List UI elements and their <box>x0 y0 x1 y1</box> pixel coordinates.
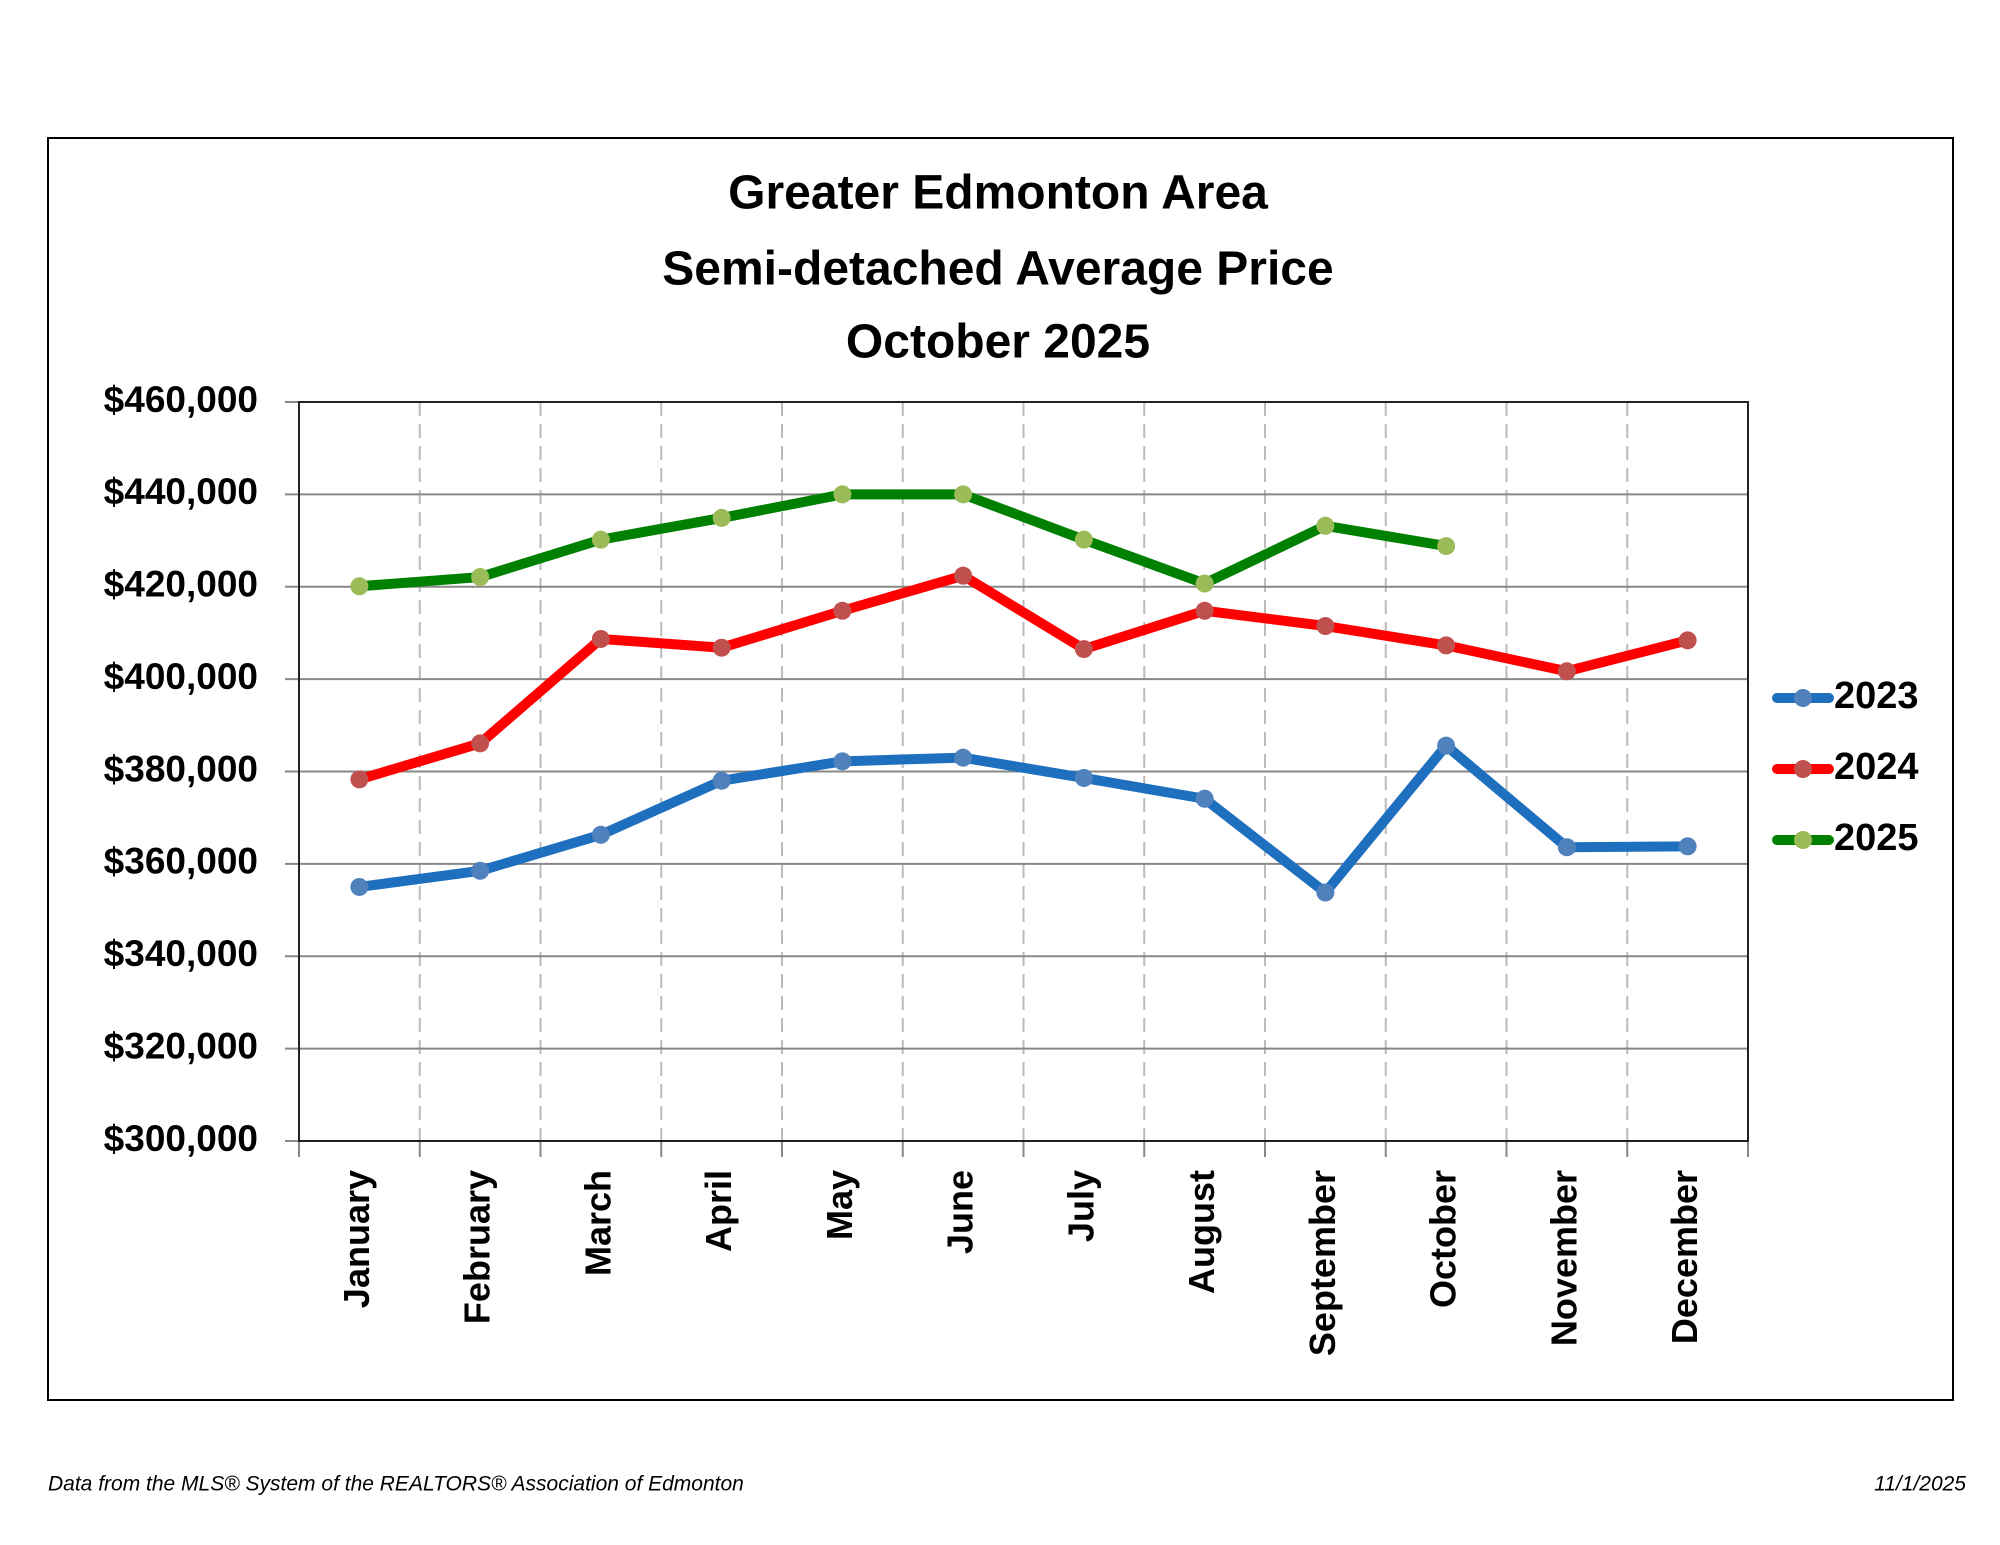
x-tick-label: November <box>1543 1170 1584 1346</box>
data-point <box>1195 789 1214 808</box>
data-point <box>471 861 490 880</box>
data-point <box>1316 516 1335 535</box>
legend-label: 2023 <box>1834 675 1919 717</box>
data-point <box>471 734 490 753</box>
chart-title: Semi-detached Average Price <box>662 243 1333 296</box>
y-tick-label: $340,000 <box>104 933 258 974</box>
y-tick-label: $360,000 <box>104 841 258 882</box>
x-tick-label: July <box>1060 1170 1101 1242</box>
y-tick-label: $460,000 <box>104 379 258 420</box>
y-tick-label: $400,000 <box>104 656 258 697</box>
x-tick-label: September <box>1302 1170 1343 1356</box>
data-point <box>1437 636 1456 655</box>
data-point <box>712 638 731 657</box>
y-tick-label: $420,000 <box>104 564 258 605</box>
data-point <box>1074 640 1093 659</box>
data-point <box>833 752 852 771</box>
y-tick-label: $380,000 <box>104 748 258 789</box>
legend-label: 2024 <box>1834 746 1919 788</box>
data-point <box>1074 768 1093 787</box>
data-point <box>833 485 852 504</box>
data-point <box>1678 631 1697 650</box>
data-point <box>350 770 369 789</box>
data-point <box>591 530 610 549</box>
data-point <box>350 577 369 596</box>
data-point <box>1195 574 1214 593</box>
y-tick-label: $300,000 <box>104 1118 258 1159</box>
x-tick-label: March <box>577 1170 618 1276</box>
date-note: 11/1/2025 <box>1874 1473 1966 1496</box>
data-point <box>591 825 610 844</box>
chart-title: October 2025 <box>846 316 1150 369</box>
data-point <box>1316 617 1335 636</box>
chart-frame <box>47 137 1954 1401</box>
series-line <box>357 570 1689 785</box>
x-tick-label: August <box>1181 1170 1222 1294</box>
x-tick-label: May <box>819 1170 860 1240</box>
data-point <box>1678 837 1697 856</box>
data-point <box>1437 537 1456 556</box>
data-point <box>1557 838 1576 857</box>
data-point <box>1316 883 1335 902</box>
chart-title: Greater Edmonton Area <box>728 167 1268 220</box>
data-point <box>712 771 731 790</box>
legend-label: 2025 <box>1834 817 1919 859</box>
data-point <box>471 568 490 587</box>
data-point <box>1074 530 1093 549</box>
legend-marker <box>1794 760 1812 778</box>
data-point <box>954 566 973 585</box>
x-tick-label: January <box>336 1170 377 1308</box>
data-point <box>833 601 852 620</box>
data-point <box>1437 736 1456 755</box>
plot-area <box>298 401 1749 1142</box>
data-point <box>712 508 731 527</box>
source-note: Data from the MLS® System of the REALTOR… <box>48 1473 744 1496</box>
data-point <box>1557 662 1576 681</box>
data-point <box>591 629 610 648</box>
x-tick-label: February <box>457 1170 498 1324</box>
x-tick-label: June <box>940 1170 981 1254</box>
data-point <box>350 877 369 896</box>
data-point <box>1195 601 1214 620</box>
legend-marker <box>1794 689 1812 707</box>
x-tick-label: December <box>1664 1170 1705 1344</box>
legend-marker <box>1794 831 1812 849</box>
series-line <box>358 740 1688 898</box>
y-tick-label: $440,000 <box>104 471 258 512</box>
data-point <box>954 748 973 767</box>
data-point <box>954 485 973 504</box>
y-tick-label: $320,000 <box>104 1025 258 1066</box>
x-tick-label: October <box>1423 1170 1464 1308</box>
x-tick-label: April <box>698 1170 739 1252</box>
series-line <box>358 489 1447 592</box>
